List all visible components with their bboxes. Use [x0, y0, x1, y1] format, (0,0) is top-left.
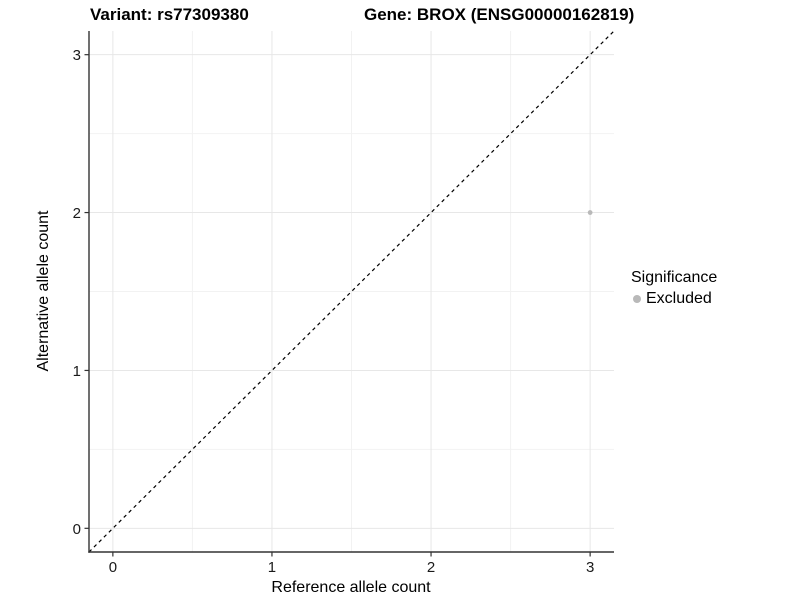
y-tick-label: 1 — [73, 363, 81, 380]
data-layer — [88, 30, 615, 553]
identity-line — [88, 30, 615, 553]
legend-item-label: Excluded — [646, 290, 712, 307]
y-tick-label: 3 — [73, 47, 81, 64]
y-tick-label: 2 — [73, 205, 81, 222]
y-axis-title: Alternative allele count — [35, 210, 52, 372]
x-tick-label: 2 — [427, 559, 435, 576]
legend: Significance Excluded — [631, 269, 717, 308]
data-point — [587, 210, 593, 215]
x-tick-label: 0 — [109, 559, 117, 576]
x-tick-label: 3 — [586, 559, 594, 576]
x-axis-title: Reference allele count — [271, 579, 431, 596]
variant-title: Variant: rs77309380 — [90, 5, 249, 24]
grid-layer — [89, 31, 614, 552]
x-tick-label: 1 — [268, 559, 276, 576]
legend-title: Significance — [631, 269, 718, 286]
legend-item: Excluded — [631, 290, 717, 308]
axis-layer: 0 1 2 3 0 1 2 3 — [73, 31, 614, 576]
legend-items: Excluded — [631, 290, 717, 308]
gene-title: Gene: BROX (ENSG00000162819) — [364, 5, 635, 24]
legend-point-swatch — [633, 295, 641, 303]
y-tick-label: 0 — [73, 521, 81, 538]
